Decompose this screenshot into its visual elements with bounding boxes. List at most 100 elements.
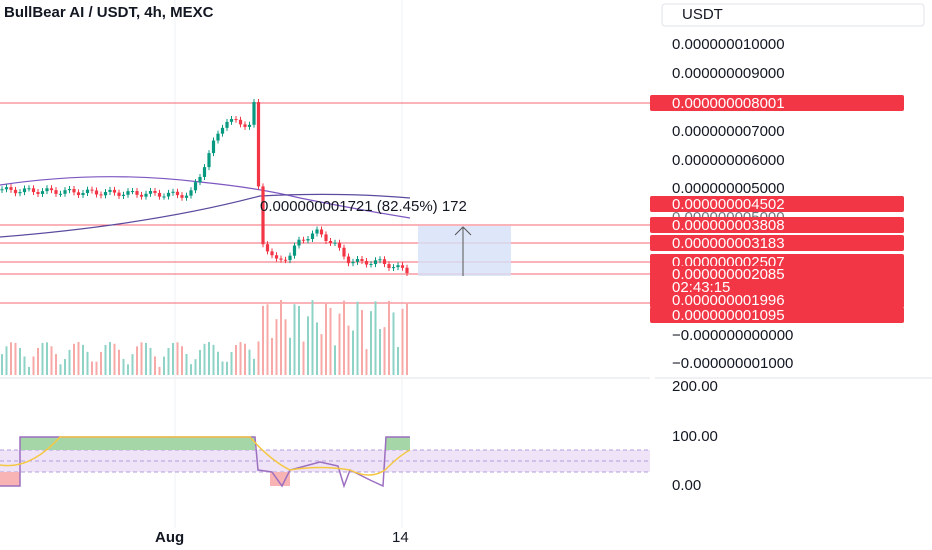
plot [0,99,650,489]
price-tag-label: 0.000000002085 [672,266,785,283]
candle-body [112,189,117,193]
currency-button[interactable] [661,3,925,27]
volume-bar [343,300,345,375]
candle-body [121,194,126,196]
candle-body [189,190,193,196]
volume-bar [91,361,93,375]
candle-body [261,186,265,245]
volume-bar [356,301,359,375]
volume-bar [131,354,134,375]
candle-body [180,195,184,198]
candle-body [333,242,337,244]
candle-body [13,189,18,194]
price-tag [650,266,904,282]
candle-body [49,188,54,191]
volume-bar [163,356,165,375]
volume-bar [95,361,98,375]
price-axis-label: 0.000000010000 [672,36,785,53]
candle-body [18,192,22,194]
volume-bar [172,342,174,375]
candle-body [315,229,319,234]
volume-bar [1,354,3,375]
volume-bar [136,346,138,375]
volume-bar [194,359,197,375]
candle-body [337,242,342,248]
candle-body [265,244,270,252]
rsi-overbought [20,437,255,450]
volume-bar [5,346,8,375]
volume-bar [239,342,242,375]
candle-body [216,133,220,141]
candle-body [387,264,391,268]
volume-bar [347,325,350,375]
candle-body [72,189,76,193]
ma-line [0,176,411,219]
candle-body [319,229,324,235]
volume-bar [248,349,251,375]
candle-body [310,233,315,240]
volume-bar [275,319,278,375]
volume-bar [158,366,161,375]
price-axis-label: 0.000000007000 [672,123,785,140]
time-label: 14 [392,529,409,546]
volume-bar [307,316,309,375]
rsi-axis-label: 100.00 [672,428,718,445]
candle-body [252,102,256,125]
volume-bar [212,344,215,375]
measure-arrowhead [454,226,472,236]
rsi-axis-label: 0.00 [672,477,701,494]
candle-body [297,239,301,246]
candle-body [63,190,67,194]
volume-bar [266,304,269,375]
candle-body [9,187,13,190]
candle-body [396,265,400,268]
volume-bar [289,337,291,375]
candle-body [292,245,297,256]
price-tag-label: 02:43:15 [672,279,730,296]
price-axis-label: 0.000000006000 [672,152,785,169]
price-axis-label: 0.000000009000 [672,65,785,82]
volume-bar [100,351,102,375]
volume-bar [28,366,30,375]
volume-bar [226,361,228,375]
volume-bar [244,343,246,375]
candle-body [108,189,112,192]
volume-bar [397,347,399,375]
volume-bar [199,349,201,375]
volume-bar [37,347,39,375]
volume-bar [82,344,84,375]
rsi-axis-label: 200.00 [672,378,718,395]
candle-body [301,239,306,241]
volume-bar [190,364,192,375]
candle-body [45,188,49,192]
volume-bar [235,344,237,375]
candle-body [193,182,198,191]
candle-body [58,193,63,195]
candle-body [22,188,27,193]
candle-body [247,124,252,127]
volume-bar [230,352,233,375]
price-tag [650,217,904,233]
candle-body [400,265,405,268]
price-tag [650,95,904,111]
price-axis-label: −0.000000000000 [672,327,793,344]
candle-body [324,234,328,241]
volume-bar [104,344,107,375]
volume-bar [257,341,260,375]
candle-body [162,196,166,198]
candle-body [103,191,108,196]
volume-bar [293,304,296,375]
candle-body [4,187,9,190]
volume-bar [118,349,120,375]
candle-body [220,127,225,134]
volume-bar [271,337,273,375]
candle-body [166,192,171,197]
volume-bar [50,346,53,375]
candle-body [391,267,396,269]
chart-title: BullBear AI / USDT, 4h, MEXC [4,4,214,21]
volume-bar [406,302,408,375]
volume-bar [140,342,143,375]
volume-bar [370,311,372,375]
candle-body [36,192,40,194]
